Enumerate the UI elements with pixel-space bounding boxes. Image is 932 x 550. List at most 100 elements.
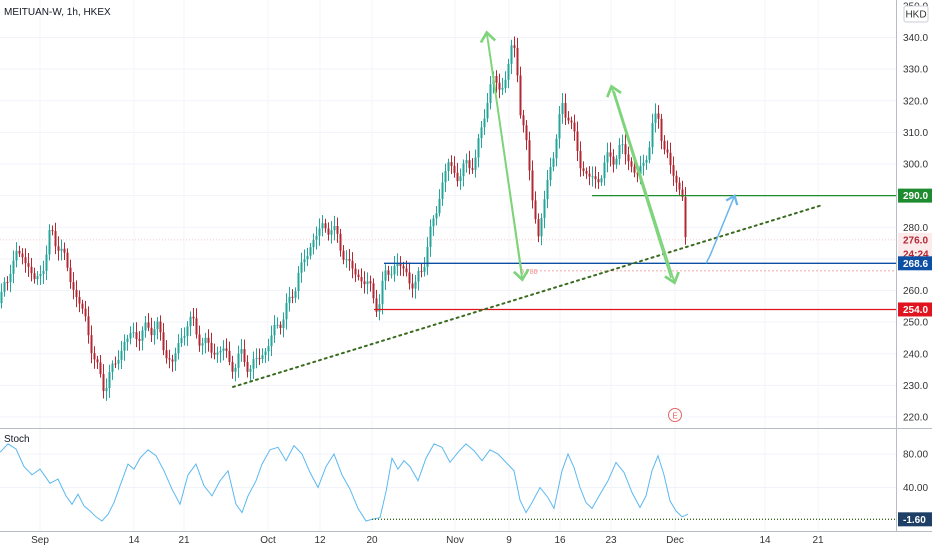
candle-body — [294, 291, 297, 298]
candle-body — [153, 329, 156, 336]
candle-body — [663, 140, 666, 150]
candle-body — [609, 152, 612, 157]
candle-body — [297, 272, 300, 292]
candle-body — [198, 334, 201, 346]
candle-body — [144, 322, 147, 331]
candle-body — [348, 259, 351, 261]
candle-body — [321, 223, 324, 229]
candle-body — [528, 140, 531, 171]
candle-body — [33, 273, 36, 280]
candle-body — [57, 246, 60, 251]
candle-body — [225, 348, 228, 351]
price-tick-label: 250.0 — [903, 318, 928, 329]
candle-body — [414, 281, 417, 289]
candle-body — [87, 316, 90, 336]
candle-body — [606, 152, 609, 163]
candle-body — [372, 283, 375, 299]
time-tick-label: Sep — [31, 535, 49, 546]
candle-body — [150, 327, 153, 336]
price-tick-label: 260.0 — [903, 286, 928, 297]
projection-up-arrow-2[interactable] — [606, 84, 672, 279]
candle-body — [585, 171, 588, 174]
candle-body — [381, 280, 384, 305]
candle-body — [453, 165, 456, 173]
candle-body — [630, 161, 633, 167]
candle-body — [213, 352, 216, 355]
tag-support-red-bg — [898, 302, 932, 317]
candle-body — [597, 179, 600, 183]
candle-body — [123, 341, 126, 351]
time-tick-label: 14 — [759, 535, 771, 546]
tag-last-price: 276.0 — [903, 235, 928, 246]
candle-body — [480, 127, 483, 139]
projection-blue-arrow[interactable] — [705, 194, 739, 264]
candle-body — [450, 162, 453, 166]
candle-body — [279, 324, 282, 329]
candle-body — [276, 324, 279, 326]
candle-body — [195, 318, 198, 335]
candle-body — [513, 45, 516, 48]
price-tick-label: 280.0 — [903, 223, 928, 234]
symbol-title: MEITUAN-W, 1h, HKEX — [4, 7, 111, 18]
candle-body — [156, 321, 159, 330]
time-tick-label: Nov — [446, 535, 464, 546]
candle-body — [417, 270, 420, 282]
candle-body — [369, 281, 372, 284]
candle-body — [204, 337, 207, 344]
trendline[interactable] — [232, 204, 821, 388]
candle-body — [507, 63, 510, 80]
candle-body — [564, 102, 567, 118]
candle-body — [132, 332, 135, 334]
candle-body — [558, 114, 561, 139]
projection-down-arrow-1[interactable] — [487, 40, 530, 282]
candle-body — [240, 349, 243, 354]
candle-body — [468, 160, 471, 169]
candle-body — [399, 262, 402, 266]
candle-body — [435, 213, 438, 219]
projection-down-arrow-2[interactable] — [613, 90, 680, 285]
candle-body — [582, 168, 585, 172]
candle-body — [672, 165, 675, 176]
candle-body — [138, 339, 141, 341]
candle-body — [201, 343, 204, 346]
candle-body — [459, 176, 462, 182]
candle-body — [45, 254, 48, 271]
candle-body — [456, 172, 459, 182]
tag-stoch-last-bg — [898, 512, 932, 527]
stoch-tick-label: 80.00 — [903, 450, 928, 461]
candle-body — [420, 270, 423, 272]
candle-body — [249, 368, 252, 372]
currency-badge[interactable]: HKD — [903, 5, 929, 23]
candle-body — [258, 358, 261, 360]
time-tick-label: 16 — [554, 535, 566, 546]
time-tick-label: Dec — [666, 535, 684, 546]
candle-body — [234, 367, 237, 372]
price-tick-label: 310.0 — [903, 128, 928, 139]
candle-body — [543, 199, 546, 219]
candle-body — [165, 350, 168, 359]
tag-stoch-last: -1.60 — [903, 515, 926, 526]
candle-body — [447, 162, 450, 172]
candle-body — [315, 235, 318, 240]
price-tick-label: 320.0 — [903, 96, 928, 107]
candle-body — [438, 198, 441, 214]
candle-body — [183, 336, 186, 338]
stoch-line[interactable] — [0, 443, 689, 522]
price-tick-label: 340.0 — [903, 33, 928, 44]
earnings-icon[interactable]: E — [668, 408, 682, 422]
candle-body — [222, 348, 225, 351]
candle-body — [405, 268, 408, 273]
candle-body — [21, 253, 24, 258]
candle-body — [69, 267, 72, 283]
candle-body — [639, 165, 642, 175]
candle-body — [387, 270, 390, 275]
candle-body — [678, 182, 681, 190]
candle-body — [36, 276, 39, 280]
candle-body — [54, 231, 57, 247]
candle-body — [561, 102, 564, 115]
candle-body — [135, 332, 138, 340]
candle-body — [39, 273, 42, 277]
candle-body — [330, 230, 333, 235]
candle-body — [60, 248, 63, 251]
